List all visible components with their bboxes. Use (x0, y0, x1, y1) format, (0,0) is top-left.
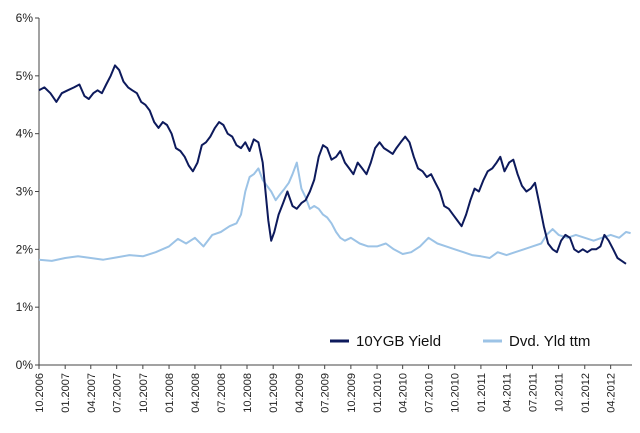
y-tick-label: 0% (16, 358, 34, 372)
x-tick-label: 10.2008 (242, 373, 254, 413)
x-tick-label: 04.2009 (294, 373, 306, 413)
x-tick-label: 04.2008 (190, 373, 202, 413)
x-tick-label: 01.2008 (164, 373, 176, 413)
x-tick-label: 07.2007 (112, 373, 124, 413)
y-tick-label: 1% (16, 300, 34, 314)
x-tick-label: 07.2009 (320, 373, 332, 413)
x-tick-label: 01.2012 (580, 373, 592, 413)
x-tick-label: 10.2011 (554, 373, 566, 412)
series-line-10ygb-yield (38, 64, 627, 265)
y-tick-label: 2% (16, 242, 34, 256)
x-tick-label: 04.2007 (86, 373, 98, 413)
x-tick-label: 01.2009 (268, 373, 280, 413)
y-tick-label: 4% (16, 127, 34, 141)
x-tick-label: 04.2012 (606, 373, 618, 413)
legend: 10YGB Yield Dvd. Yld ttm (330, 333, 590, 350)
x-tick-label: 01.2010 (372, 373, 384, 413)
series-lines (38, 64, 631, 265)
legend-label-dvd-yld-ttm: Dvd. Yld ttm (509, 333, 590, 350)
x-tick-label: 10.2007 (138, 373, 150, 413)
axes (38, 18, 632, 366)
x-tick-label: 07.2008 (216, 373, 228, 413)
x-tick-label: 01.2007 (60, 373, 72, 413)
y-tick-labels: 0% 1% 2% 3% 4% 5% 6% (16, 11, 39, 372)
y-tick-label: 3% (16, 185, 34, 199)
x-tick-label: 10.2006 (34, 373, 46, 413)
x-tick-label: 04.2011 (502, 373, 514, 412)
x-tick-label: 10.2009 (346, 373, 358, 413)
legend-label-10ygb-yield: 10YGB Yield (356, 333, 441, 350)
x-tick-labels: 10.2006 01.2007 04.2007 07.2007 10.2007 01.20… (34, 365, 618, 413)
x-tick-label: 07.2011 (527, 373, 539, 412)
x-tick-label: 04.2010 (398, 373, 410, 413)
series-line-dvd-yld-ttm (38, 161, 631, 262)
x-tick-label: 10.2010 (450, 373, 462, 413)
y-tick-label: 6% (16, 11, 34, 25)
y-tick-label: 5% (16, 69, 34, 83)
x-tick-label: 01.2011 (476, 373, 488, 412)
x-tick-label: 07.2010 (424, 373, 436, 413)
